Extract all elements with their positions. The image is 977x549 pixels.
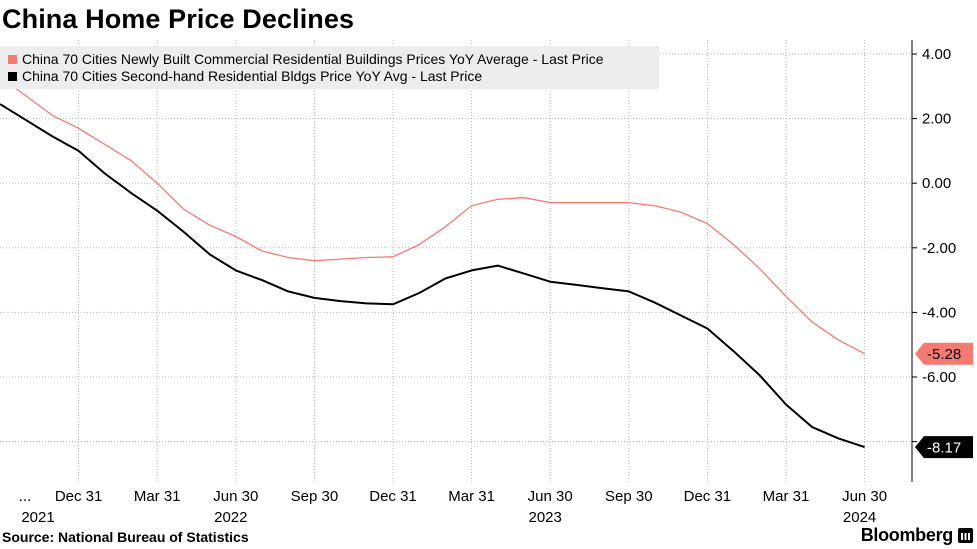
chart-title: China Home Price Declines	[2, 4, 355, 34]
legend-label-new-buildings: China 70 Cities Newly Built Commercial R…	[22, 51, 604, 67]
x-tick-label: Jun 30	[528, 488, 573, 505]
last-price-tags: -5.28 -8.17	[915, 342, 973, 459]
series-lines	[0, 76, 865, 449]
brand-name: Bloomberg	[860, 525, 954, 545]
legend-item-second-hand: China 70 Cities Second-hand Residential …	[8, 68, 482, 84]
x-year-label: 2024	[843, 509, 876, 526]
x-year-label: 2023	[529, 509, 562, 526]
x-tick-label: Sep 30	[605, 488, 653, 505]
y-tick-label: -4.00	[922, 304, 956, 321]
x-year-label: 2022	[214, 509, 247, 526]
last-price-tag-new-buildings	[915, 342, 973, 365]
x-tick-label: Mar 31	[134, 488, 181, 505]
series-line-second-hand	[0, 103, 865, 449]
x-tick-label: Jun 30	[213, 488, 258, 505]
x-tick-label: Sep 30	[291, 488, 339, 505]
brand-logo: Bloomberg	[861, 525, 973, 546]
source-note: Source: National Bureau of Statistics	[2, 529, 249, 545]
last-price-label: -5.28	[927, 346, 961, 363]
series-line-new-buildings	[0, 76, 865, 355]
x-tick-label: Mar 31	[448, 488, 495, 505]
y-tick-label: 4.00	[922, 46, 951, 63]
last-price-label: -8.17	[927, 440, 961, 457]
legend-label-second-hand: China 70 Cities Second-hand Residential …	[22, 68, 483, 84]
y-tick-label: 2.00	[922, 111, 951, 128]
y-tick-label: -2.00	[922, 240, 956, 257]
y-tick-label: 0.00	[922, 175, 951, 192]
bloomberg-chart-icon	[958, 528, 973, 543]
x-year-label: 2021	[21, 509, 54, 526]
y-axis-labels: 4.002.000.00-2.00-4.00-6.00-8.00	[922, 46, 956, 451]
x-tick-label: Dec 31	[684, 488, 732, 505]
last-price-tag-second-hand	[915, 436, 973, 459]
x-tick-label: ...	[19, 488, 32, 505]
legend: China 70 Cities Newly Built Commercial R…	[0, 46, 659, 89]
legend-swatch-new-buildings	[8, 54, 17, 64]
x-tick-label: Mar 31	[763, 488, 810, 505]
y-tick-label: -6.00	[922, 369, 956, 386]
axes	[911, 40, 917, 482]
legend-swatch-second-hand	[8, 71, 17, 81]
x-tick-label: Dec 31	[369, 488, 417, 505]
gridlines	[0, 40, 912, 482]
legend-item-new-buildings: China 70 Cities Newly Built Commercial R…	[8, 51, 604, 67]
x-tick-label: Jun 30	[842, 488, 887, 505]
x-tick-label: Dec 31	[55, 488, 103, 505]
